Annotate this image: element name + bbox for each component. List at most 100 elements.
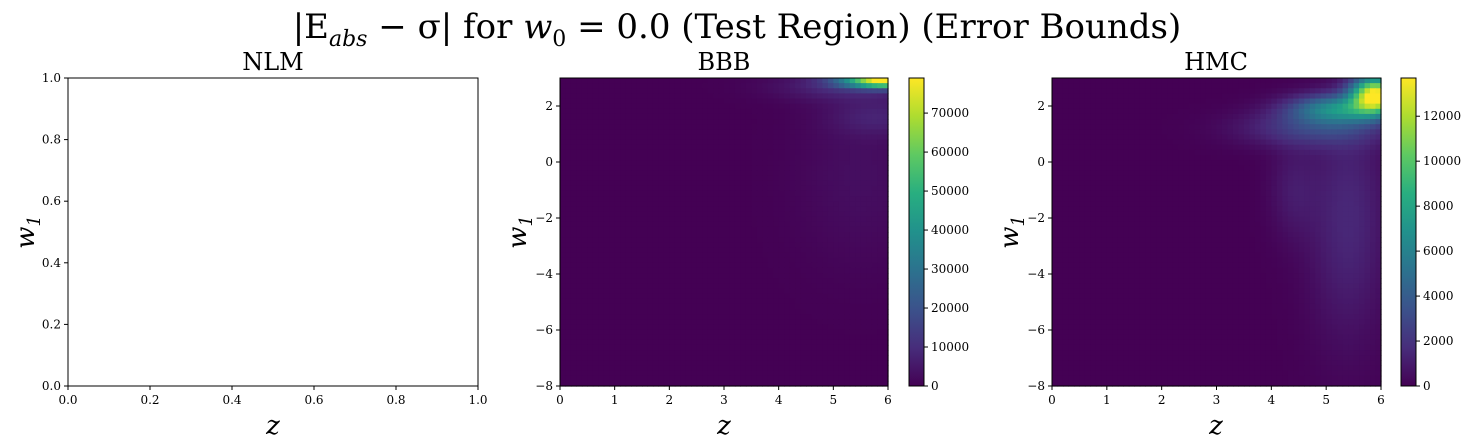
heatmap-cell bbox=[691, 293, 698, 300]
heatmap-cell bbox=[663, 360, 670, 367]
heatmap-cell bbox=[718, 119, 725, 125]
heatmap-cell bbox=[800, 375, 807, 382]
heatmap-cell bbox=[1304, 93, 1311, 100]
heatmap-cell bbox=[658, 339, 665, 346]
heatmap-cell bbox=[849, 180, 856, 187]
heatmap-cell bbox=[570, 380, 577, 387]
heatmap-cell bbox=[855, 88, 862, 94]
heatmap-cell bbox=[1161, 108, 1168, 115]
heatmap-cell bbox=[871, 108, 878, 115]
heatmap-cell bbox=[570, 309, 577, 315]
heatmap-cell bbox=[587, 190, 594, 197]
heatmap-cell bbox=[795, 221, 802, 228]
heatmap-cell bbox=[1375, 170, 1382, 177]
heatmap-cell bbox=[1293, 149, 1300, 156]
heatmap-cell bbox=[691, 232, 698, 238]
heatmap-cell bbox=[822, 165, 829, 171]
heatmap-cell bbox=[1243, 78, 1250, 84]
heatmap-cell bbox=[1068, 83, 1075, 89]
heatmap-cell bbox=[1243, 88, 1250, 94]
heatmap-cell bbox=[609, 93, 616, 100]
heatmap-cell bbox=[691, 144, 698, 151]
heatmap-cell bbox=[789, 155, 796, 161]
heatmap-cell bbox=[570, 83, 577, 89]
heatmap-cell bbox=[1123, 144, 1130, 151]
heatmap-cell bbox=[849, 252, 856, 259]
heatmap-cell bbox=[680, 113, 687, 120]
heatmap-cell bbox=[691, 365, 698, 372]
heatmap-cell bbox=[1167, 98, 1174, 105]
heatmap-cell bbox=[877, 242, 884, 248]
colorbar-tick-label: 40000 bbox=[931, 223, 969, 237]
heatmap-cell bbox=[745, 293, 752, 300]
heatmap-cell bbox=[860, 298, 867, 305]
heatmap-cell bbox=[767, 288, 774, 295]
heatmap-cell bbox=[806, 309, 813, 315]
heatmap-cell bbox=[1073, 88, 1081, 94]
heatmap-cell bbox=[756, 247, 763, 254]
heatmap-cell bbox=[696, 232, 703, 238]
heatmap-cell bbox=[860, 273, 867, 279]
heatmap-cell bbox=[877, 170, 884, 177]
heatmap-cell bbox=[1161, 170, 1168, 177]
heatmap-cell bbox=[1293, 103, 1300, 110]
heatmap-cell bbox=[570, 98, 577, 105]
heatmap-cell bbox=[773, 88, 780, 94]
heatmap-cell bbox=[816, 190, 823, 197]
heatmap-cell bbox=[773, 226, 780, 233]
heatmap-cell bbox=[767, 211, 774, 218]
heatmap-cell bbox=[1079, 149, 1086, 156]
heatmap-cell bbox=[1304, 129, 1311, 136]
heatmap-cell bbox=[685, 103, 692, 110]
heatmap-cell bbox=[811, 185, 818, 192]
heatmap-cell bbox=[603, 175, 610, 182]
heatmap-cell bbox=[707, 196, 714, 202]
heatmap-cell bbox=[778, 344, 785, 351]
heatmap-cell bbox=[642, 103, 649, 110]
heatmap-cell bbox=[767, 201, 774, 207]
heatmap-cell bbox=[745, 262, 752, 269]
heatmap-cell bbox=[778, 375, 785, 382]
heatmap-cell bbox=[1073, 165, 1081, 171]
heatmap-cell bbox=[1062, 119, 1070, 125]
heatmap-cell bbox=[1123, 83, 1130, 89]
heatmap-cell bbox=[680, 262, 687, 269]
heatmap-cell bbox=[1254, 119, 1261, 125]
heatmap-cell bbox=[833, 78, 840, 84]
heatmap-cell bbox=[713, 309, 720, 315]
heatmap-cell bbox=[1090, 113, 1097, 120]
heatmap-cell bbox=[1326, 134, 1333, 141]
heatmap-cell bbox=[603, 129, 610, 136]
heatmap-cell bbox=[1320, 129, 1327, 136]
heatmap-cell bbox=[1265, 129, 1272, 136]
heatmap-cell bbox=[734, 344, 741, 351]
heatmap-cell bbox=[685, 165, 692, 171]
heatmap-cell bbox=[1145, 134, 1152, 141]
heatmap-cell bbox=[1326, 119, 1333, 125]
heatmap-cell bbox=[1265, 83, 1272, 89]
heatmap-cell bbox=[1287, 160, 1294, 166]
heatmap-cell bbox=[871, 375, 878, 382]
heatmap-cell bbox=[707, 319, 714, 325]
heatmap-cell bbox=[1106, 155, 1113, 161]
heatmap-cell bbox=[631, 232, 638, 238]
heatmap-cell bbox=[685, 242, 692, 248]
heatmap-cell bbox=[1123, 124, 1130, 130]
heatmap-cell bbox=[1194, 160, 1201, 166]
heatmap-cell bbox=[860, 165, 867, 171]
heatmap-cell bbox=[1243, 98, 1250, 105]
heatmap-cell bbox=[800, 170, 807, 177]
heatmap-cell bbox=[871, 365, 878, 372]
heatmap-cell bbox=[620, 78, 627, 84]
heatmap-cell bbox=[674, 288, 681, 295]
heatmap-cell bbox=[560, 196, 567, 202]
heatmap-cell bbox=[1260, 83, 1267, 89]
heatmap-cell bbox=[762, 103, 769, 110]
heatmap-cell bbox=[784, 257, 791, 264]
heatmap-cell bbox=[1079, 165, 1086, 171]
heatmap-cell bbox=[833, 314, 840, 320]
heatmap-cell bbox=[871, 309, 878, 315]
heatmap-cell bbox=[860, 185, 867, 192]
heatmap-cell bbox=[1287, 93, 1294, 100]
heatmap-cell bbox=[718, 365, 725, 372]
